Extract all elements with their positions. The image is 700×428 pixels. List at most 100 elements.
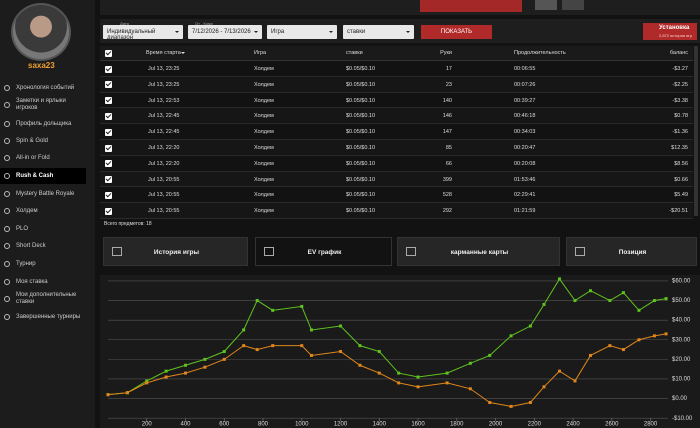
tab[interactable]: История игры bbox=[103, 237, 248, 266]
table-cell: Jul 13, 20:55 bbox=[148, 176, 180, 183]
y-tick-label: $30.00 bbox=[672, 337, 691, 343]
menu-item[interactable]: All-in or Fold bbox=[16, 154, 50, 161]
checkbox[interactable] bbox=[105, 65, 112, 73]
checkbox[interactable] bbox=[105, 112, 112, 120]
menu-icon bbox=[4, 191, 10, 197]
table-cell: -$2.25 bbox=[672, 81, 688, 88]
y-tick-label: $0.00 bbox=[672, 396, 688, 402]
table-row bbox=[100, 140, 693, 156]
range-input[interactable]: 7/12/2026 - 7/13/2026 bbox=[188, 25, 262, 39]
menu-item[interactable]: Холдем bbox=[16, 207, 38, 214]
table-cell: Jul 13, 20:55 bbox=[148, 208, 180, 215]
x-tick-label: 400 bbox=[181, 422, 192, 428]
checkbox[interactable] bbox=[105, 191, 112, 199]
checkbox[interactable] bbox=[105, 128, 112, 136]
top-button[interactable] bbox=[420, 0, 522, 12]
checkbox[interactable] bbox=[105, 176, 112, 184]
point bbox=[164, 369, 168, 373]
menu-item[interactable]: Моя ставка bbox=[16, 278, 48, 285]
table-cell: $0.05/$0.10 bbox=[346, 81, 376, 88]
point bbox=[468, 361, 472, 365]
checkbox[interactable] bbox=[105, 160, 112, 168]
point bbox=[416, 385, 420, 389]
point bbox=[509, 404, 513, 408]
menu-item[interactable]: PLO bbox=[16, 225, 29, 232]
x-tick-label: 800 bbox=[258, 422, 269, 428]
show-button[interactable]: ПОКАЗАТЬ bbox=[421, 25, 492, 39]
table-row bbox=[100, 92, 693, 109]
checkbox[interactable] bbox=[105, 144, 112, 152]
menu-item[interactable]: Мои дополнительные ставки bbox=[16, 292, 77, 305]
checkbox[interactable] bbox=[105, 81, 112, 89]
menu-item[interactable]: Short Deck bbox=[16, 242, 46, 249]
point bbox=[184, 363, 188, 367]
column-header[interactable]: Время старта bbox=[146, 50, 181, 56]
table-cell: $0.05/$0.10 bbox=[346, 160, 376, 167]
point bbox=[445, 381, 449, 385]
tab[interactable]: Позиция bbox=[566, 237, 697, 266]
menu-item[interactable]: Хронология событий bbox=[16, 84, 75, 91]
point bbox=[488, 353, 492, 357]
menu-item[interactable]: Завершенные турниры bbox=[16, 313, 81, 320]
point bbox=[222, 350, 226, 354]
filter-label: Дата bbox=[120, 21, 129, 26]
checkbox[interactable] bbox=[105, 97, 112, 105]
point bbox=[358, 344, 362, 348]
menu-item[interactable]: Spin & Gold bbox=[16, 137, 49, 144]
x-tick-label: 200 bbox=[142, 422, 153, 428]
point bbox=[125, 391, 129, 395]
checkbox[interactable] bbox=[105, 207, 112, 215]
table-cell: $0.05/$0.10 bbox=[346, 208, 376, 215]
table-cell: 02:29:41 bbox=[514, 192, 536, 199]
point bbox=[542, 302, 546, 306]
top-icon[interactable] bbox=[535, 0, 557, 10]
menu-item[interactable]: Заметки и ярлыки игроков bbox=[16, 98, 66, 111]
point bbox=[608, 299, 612, 303]
point bbox=[203, 365, 207, 369]
stakes-select[interactable]: ставки bbox=[343, 25, 414, 39]
x-tick-label: 1600 bbox=[411, 422, 425, 428]
point bbox=[242, 328, 246, 332]
point bbox=[557, 369, 561, 373]
tab-label: карманные карты bbox=[450, 249, 509, 256]
x-tick-label: 2200 bbox=[528, 422, 542, 428]
point bbox=[309, 328, 313, 332]
sort-arrow bbox=[181, 52, 185, 56]
point bbox=[637, 338, 641, 342]
menu-item[interactable]: Mystery Battle Royale bbox=[16, 190, 75, 197]
table-cell: 00:07:26 bbox=[514, 81, 536, 88]
table-cell: -$3.27 bbox=[672, 66, 688, 72]
menu-active-bg bbox=[0, 168, 86, 184]
table-cell: Холдем bbox=[254, 145, 274, 151]
top-icon[interactable] bbox=[562, 0, 584, 10]
point bbox=[573, 379, 577, 383]
point bbox=[397, 371, 401, 375]
tab[interactable]: EV график bbox=[255, 237, 392, 266]
menu-item[interactable]: Турнир bbox=[16, 260, 36, 267]
tab-icon bbox=[112, 247, 122, 256]
table-cell: Jul 13, 20:55 bbox=[148, 192, 180, 199]
menu-icon bbox=[4, 173, 10, 179]
install-button[interactable]: Установка 2,872 истории игр bbox=[643, 23, 697, 40]
y-tick-label: $40.00 bbox=[672, 318, 691, 324]
checkbox[interactable] bbox=[105, 50, 112, 57]
install-sub: 2,872 истории игр bbox=[659, 33, 693, 38]
point bbox=[528, 401, 532, 405]
menu-item[interactable]: Rush & Cash bbox=[16, 172, 54, 179]
date-select[interactable]: Индивидуальный диапазон bbox=[103, 25, 183, 41]
menu-icon bbox=[4, 261, 10, 267]
tab[interactable]: карманные карты bbox=[397, 237, 560, 266]
table-cell: 399 bbox=[442, 176, 452, 183]
point bbox=[557, 277, 561, 281]
menu-item[interactable]: Профиль дольщика bbox=[16, 120, 72, 127]
table-cell: 17 bbox=[445, 66, 452, 72]
column-header: баланс bbox=[669, 50, 688, 56]
table-cell: 01:53:46 bbox=[514, 176, 536, 183]
point bbox=[621, 348, 625, 352]
y-tick-label: $10.00 bbox=[672, 377, 691, 383]
game-select[interactable]: Игра bbox=[267, 25, 337, 39]
table-cell: $5.49 bbox=[674, 192, 688, 199]
table-cell: 85 bbox=[445, 145, 452, 151]
table-cell: 528 bbox=[442, 192, 452, 199]
point bbox=[608, 344, 612, 348]
